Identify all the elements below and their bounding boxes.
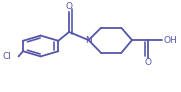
Text: O: O <box>144 58 151 67</box>
Text: O: O <box>66 2 73 11</box>
Text: N: N <box>85 36 92 45</box>
Text: Cl: Cl <box>3 52 11 61</box>
Text: OH: OH <box>163 36 177 45</box>
